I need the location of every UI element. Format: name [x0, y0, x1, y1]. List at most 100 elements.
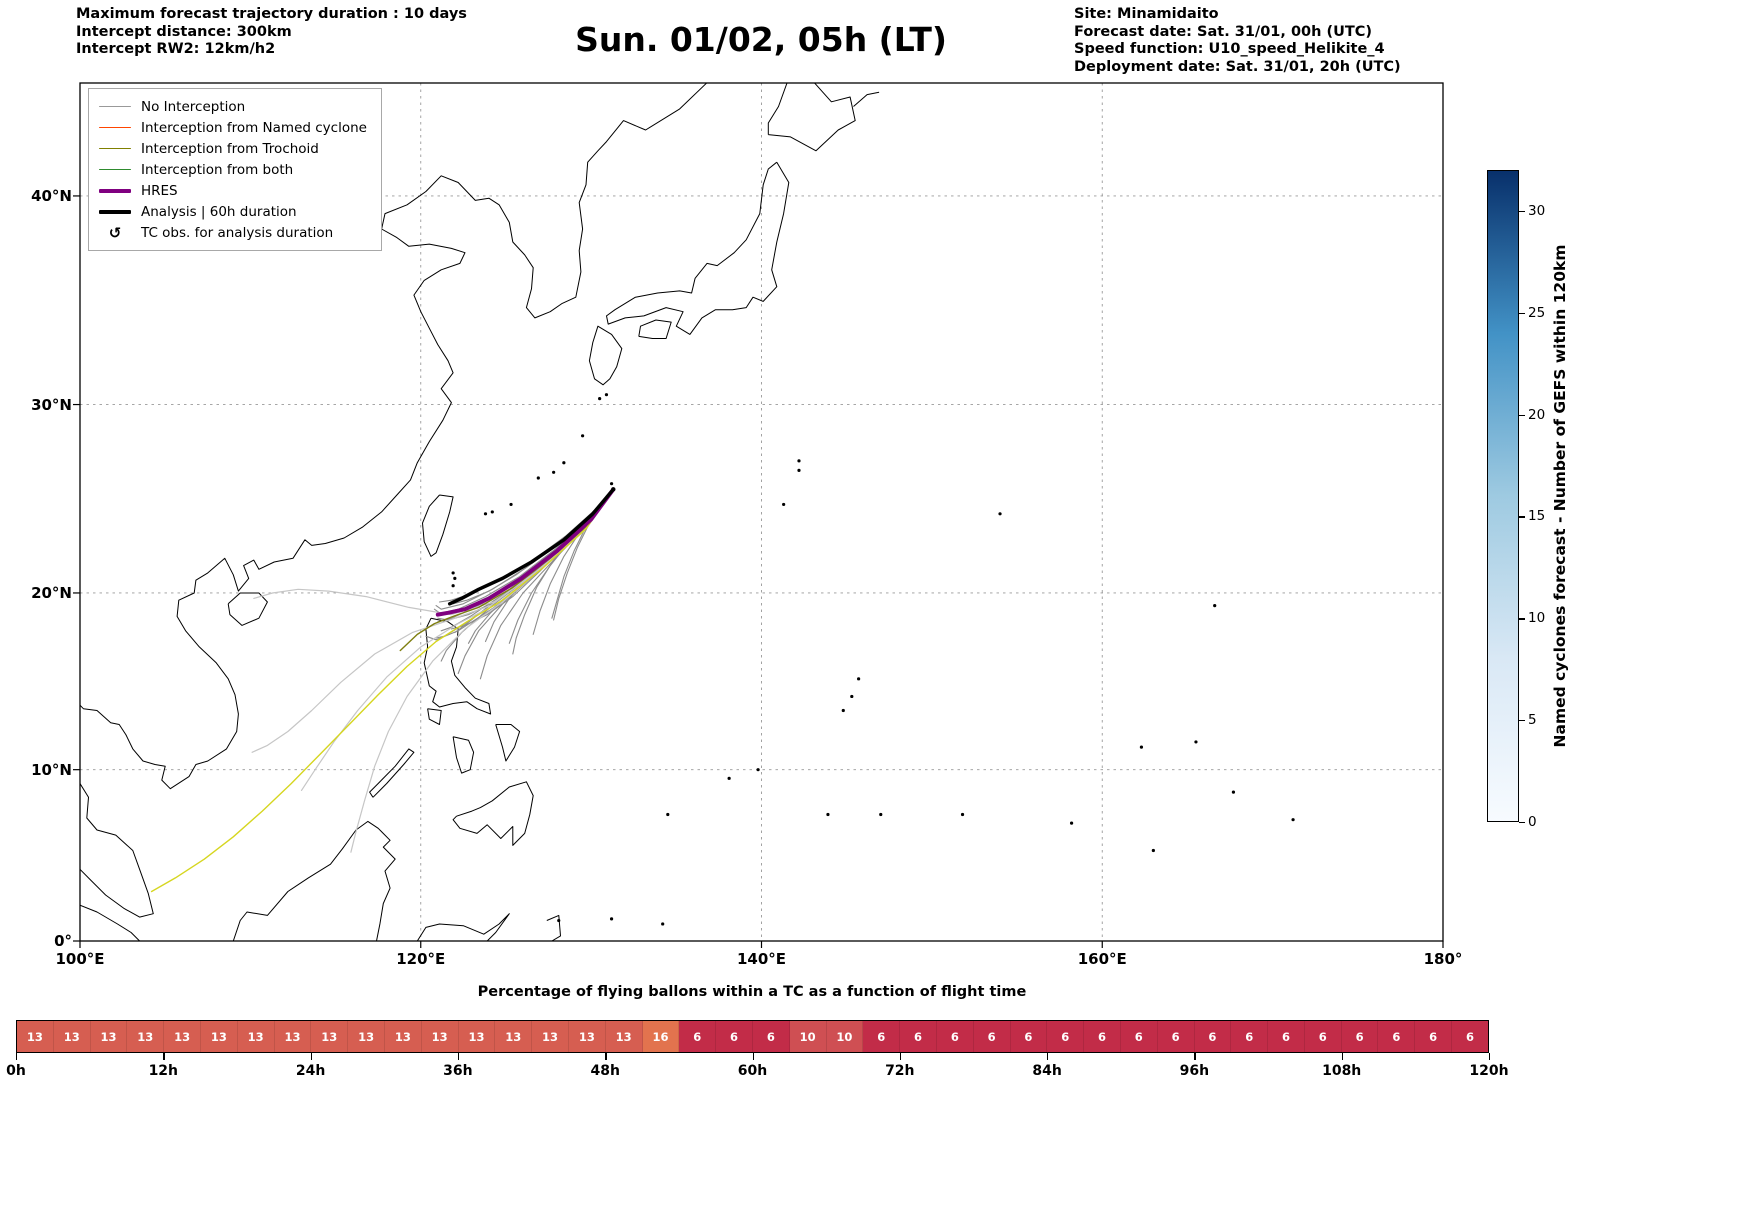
flight-time-cell: 6	[1415, 1021, 1453, 1052]
flight-time-cell: 6	[1010, 1021, 1048, 1052]
island-dot	[451, 584, 455, 588]
coastline-path	[853, 91, 880, 107]
x-tick-label: 100°E	[55, 950, 105, 968]
island-dot	[666, 812, 670, 817]
coastline-path	[606, 161, 790, 335]
flight-time-cell: 6	[679, 1021, 717, 1052]
flight-time-tickmark	[457, 1053, 460, 1060]
colorbar-tickmark	[1519, 720, 1525, 722]
island-dot	[879, 812, 883, 817]
legend-line	[99, 168, 131, 171]
coastline-path	[546, 914, 561, 941]
flight-time-cell: 13	[53, 1021, 91, 1052]
island-dot	[598, 397, 602, 401]
flight-time-cell: 16	[642, 1021, 680, 1052]
island-dot	[1213, 604, 1217, 608]
coastline-path	[80, 783, 154, 918]
legend: No Interception Interception from Named c…	[88, 88, 382, 251]
flight-time-tick-label: 0h	[6, 1063, 26, 1079]
trajectory-no-interception	[551, 488, 614, 619]
flight-time-tick-label: 72h	[885, 1063, 915, 1079]
y-tick-label: 20°N	[31, 583, 72, 602]
flight-time-cell: 13	[311, 1021, 349, 1052]
flight-time-cell: 13	[495, 1021, 533, 1052]
flight-time-bar: 13 13 13 13 13 13 13 13 13 13 13 13 13 13 13 13 13 16 6 6 6 1…	[16, 1020, 1489, 1053]
colorbar-tick-label: 25	[1528, 304, 1546, 321]
colorbar-tick-label: 20	[1528, 406, 1546, 423]
flight-time-cell: 13	[348, 1021, 385, 1052]
coastline-path	[232, 820, 396, 941]
coastline-path	[767, 83, 856, 152]
flight-time-cell: 6	[863, 1021, 901, 1052]
island-dot	[609, 482, 614, 486]
coastlines	[80, 83, 880, 941]
flight-time-tick-label: 36h	[443, 1063, 473, 1079]
flight-time-tickmark	[310, 1053, 312, 1060]
island-dot	[857, 677, 861, 681]
coastline-path	[495, 724, 521, 762]
island-dot	[557, 918, 561, 923]
flight-time-tickmark	[1489, 1053, 1491, 1060]
flight-time-tickmark	[1194, 1053, 1196, 1060]
legend-item: Interception from Named cyclone	[99, 117, 367, 138]
island-dot	[604, 393, 609, 397]
x-tick-label: 180°	[1423, 950, 1463, 968]
flight-time-tickmark	[163, 1053, 165, 1060]
island-dot	[1151, 848, 1155, 853]
legend-item: No Interception	[99, 96, 367, 117]
flight-time-tickmark	[605, 1053, 607, 1060]
coastline-path	[416, 913, 510, 941]
legend-item: Interception from Trochoid	[99, 138, 367, 159]
flight-time-bar-title: Percentage of flying ballons within a TC…	[477, 984, 1027, 1000]
colorbar-label: Named cyclones forecast - Number of GEFS…	[1551, 244, 1569, 748]
site-info-line: Speed function: U10_speed_Helikite_4	[1074, 41, 1385, 57]
run-settings-block: Maximum forecast trajectory duration : 1…	[76, 6, 467, 59]
colorbar-tick-label: 0	[1528, 814, 1537, 830]
flight-time-cell: 13	[200, 1021, 238, 1052]
colorbar-tick-label: 5	[1528, 712, 1537, 729]
colorbar-tickmark	[1519, 822, 1525, 824]
flight-time-tickmark	[1047, 1053, 1049, 1060]
flight-time-cell: 6	[1341, 1021, 1379, 1052]
rotate-arrow-icon: ↺	[108, 223, 122, 242]
island-dot	[1291, 818, 1295, 822]
island-dot	[1139, 745, 1144, 749]
island-dot	[483, 512, 488, 516]
flight-time-tick-label: 48h	[590, 1063, 620, 1079]
x-tick-label: 140°E	[736, 950, 787, 968]
island-dot	[609, 917, 614, 921]
run-setting-line: Maximum forecast trajectory duration : 1…	[76, 6, 467, 22]
coastline-path	[638, 319, 672, 339]
flight-time-tick-label: 60h	[737, 1063, 768, 1079]
trajectories	[150, 487, 616, 893]
flight-time-cell: 13	[274, 1021, 312, 1052]
legend-item: HRES	[99, 180, 367, 201]
flight-time-cell: 6	[1452, 1021, 1488, 1052]
trajectory-no-interception	[437, 488, 614, 623]
island-dot	[552, 470, 556, 474]
colorbar-tickmark	[1519, 312, 1525, 314]
legend-item-label: Interception from Trochoid	[141, 140, 319, 157]
colorbar-tickmark	[1519, 516, 1525, 518]
flight-time-cell: 13	[421, 1021, 459, 1052]
colorbar-tickmark	[1519, 618, 1525, 620]
coastline-path	[80, 83, 708, 790]
flight-time-cell: 6	[716, 1021, 753, 1052]
flight-time-cell: 13	[127, 1021, 165, 1052]
coastline-path	[227, 592, 268, 626]
flight-time-tickmark	[16, 1053, 18, 1060]
flight-time-cell: 6	[752, 1021, 790, 1052]
flight-time-tick-label: 12h	[148, 1063, 179, 1079]
flight-time-cell: 6	[1084, 1021, 1121, 1052]
x-tick-label: 120°E	[396, 950, 446, 968]
flight-time-tickmark	[899, 1053, 902, 1060]
island-dot	[850, 694, 854, 699]
flight-time-cell: 6	[1194, 1021, 1232, 1052]
island-dot	[782, 502, 786, 507]
legend-line	[99, 105, 131, 108]
flight-time-cell: 6	[1157, 1021, 1195, 1052]
legend-item-label: No Interception	[141, 98, 246, 115]
x-tick-label: 160°E	[1077, 950, 1127, 968]
island-dot	[797, 459, 801, 463]
